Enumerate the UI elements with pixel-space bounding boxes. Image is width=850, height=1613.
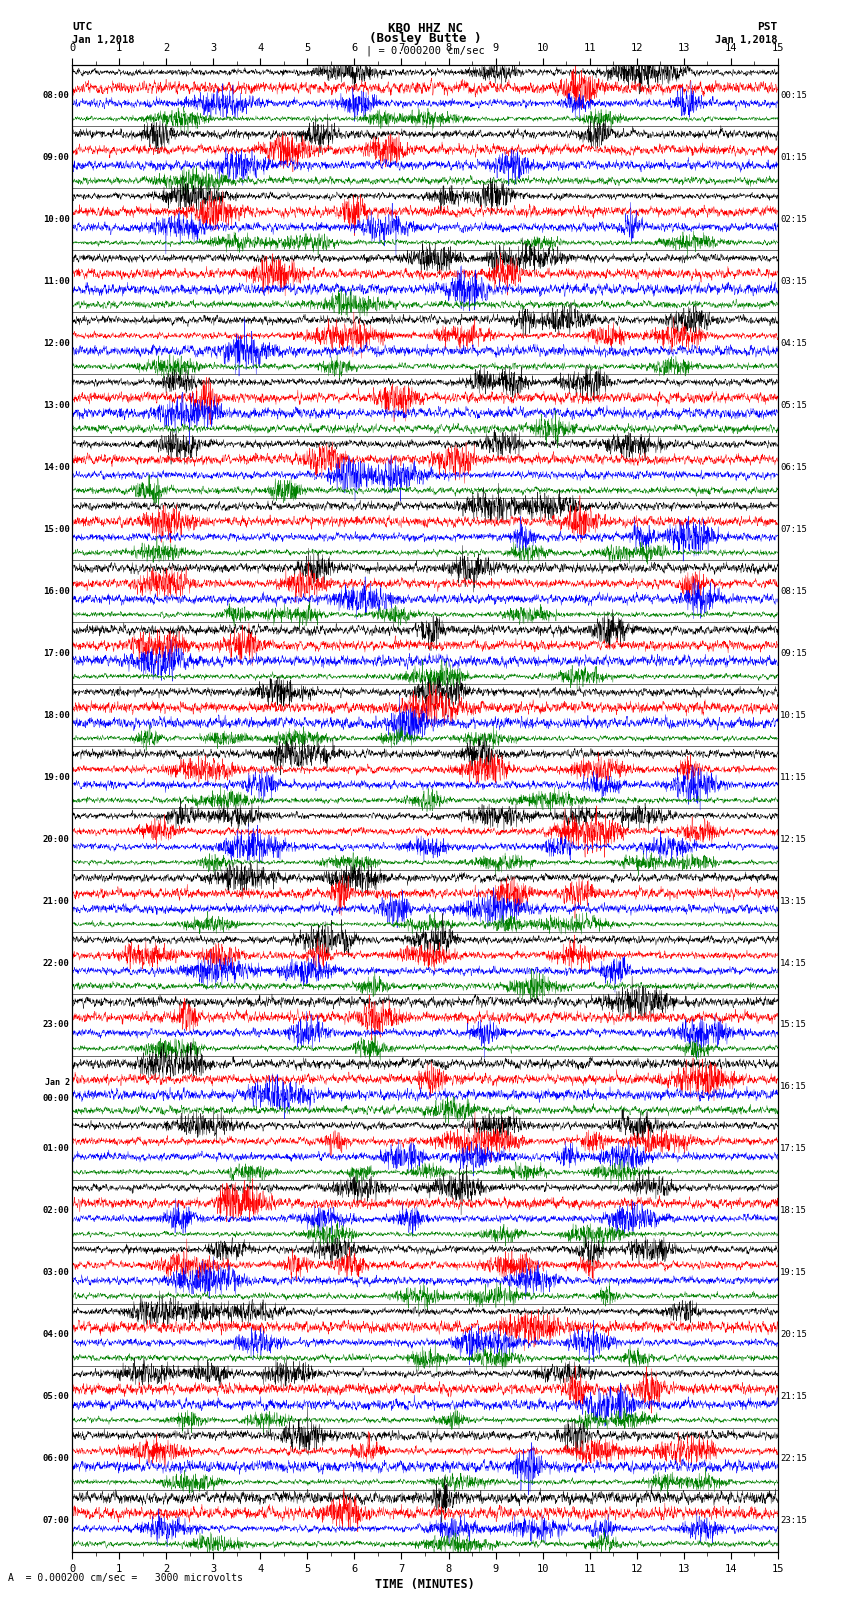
Text: 11:15: 11:15 bbox=[780, 773, 808, 782]
Text: 02:15: 02:15 bbox=[780, 215, 808, 224]
Text: Jan 1,2018: Jan 1,2018 bbox=[72, 35, 135, 45]
Text: 09:15: 09:15 bbox=[780, 648, 808, 658]
Text: 00:15: 00:15 bbox=[780, 90, 808, 100]
Text: 05:00: 05:00 bbox=[42, 1392, 70, 1402]
X-axis label: TIME (MINUTES): TIME (MINUTES) bbox=[375, 1578, 475, 1590]
Text: 08:15: 08:15 bbox=[780, 587, 808, 595]
Text: KBO HHZ NC: KBO HHZ NC bbox=[388, 23, 462, 35]
Text: Jan 2: Jan 2 bbox=[45, 1077, 70, 1087]
Text: 11:00: 11:00 bbox=[42, 277, 70, 286]
Text: Jan 1,2018: Jan 1,2018 bbox=[715, 35, 778, 45]
Text: 08:00: 08:00 bbox=[42, 90, 70, 100]
Text: 15:00: 15:00 bbox=[42, 524, 70, 534]
Text: 05:15: 05:15 bbox=[780, 402, 808, 410]
Text: 14:15: 14:15 bbox=[780, 958, 808, 968]
Text: 13:15: 13:15 bbox=[780, 897, 808, 905]
Text: 16:15: 16:15 bbox=[780, 1082, 808, 1092]
Text: 14:00: 14:00 bbox=[42, 463, 70, 471]
Text: 07:00: 07:00 bbox=[42, 1516, 70, 1526]
Text: 03:00: 03:00 bbox=[42, 1268, 70, 1277]
Text: 01:00: 01:00 bbox=[42, 1145, 70, 1153]
Text: UTC: UTC bbox=[72, 23, 93, 32]
Text: 04:00: 04:00 bbox=[42, 1331, 70, 1339]
Text: 15:15: 15:15 bbox=[780, 1021, 808, 1029]
Text: 09:00: 09:00 bbox=[42, 153, 70, 161]
Text: 03:15: 03:15 bbox=[780, 277, 808, 286]
Text: 13:00: 13:00 bbox=[42, 402, 70, 410]
Text: 19:15: 19:15 bbox=[780, 1268, 808, 1277]
Text: 00:00: 00:00 bbox=[42, 1094, 70, 1103]
Text: 07:15: 07:15 bbox=[780, 524, 808, 534]
Text: | = 0.000200 cm/sec: | = 0.000200 cm/sec bbox=[366, 45, 484, 56]
Text: 18:15: 18:15 bbox=[780, 1207, 808, 1215]
Text: 17:00: 17:00 bbox=[42, 648, 70, 658]
Text: 01:15: 01:15 bbox=[780, 153, 808, 161]
Text: 10:15: 10:15 bbox=[780, 711, 808, 719]
Text: 17:15: 17:15 bbox=[780, 1145, 808, 1153]
Text: 20:15: 20:15 bbox=[780, 1331, 808, 1339]
Text: 21:00: 21:00 bbox=[42, 897, 70, 905]
Text: 02:00: 02:00 bbox=[42, 1207, 70, 1215]
Text: A  = 0.000200 cm/sec =   3000 microvolts: A = 0.000200 cm/sec = 3000 microvolts bbox=[8, 1573, 243, 1582]
Text: 10:00: 10:00 bbox=[42, 215, 70, 224]
Text: PST: PST bbox=[757, 23, 778, 32]
Text: 16:00: 16:00 bbox=[42, 587, 70, 595]
Text: 12:15: 12:15 bbox=[780, 834, 808, 844]
Text: 04:15: 04:15 bbox=[780, 339, 808, 348]
Text: 22:00: 22:00 bbox=[42, 958, 70, 968]
Text: 21:15: 21:15 bbox=[780, 1392, 808, 1402]
Text: 12:00: 12:00 bbox=[42, 339, 70, 348]
Text: 23:00: 23:00 bbox=[42, 1021, 70, 1029]
Text: 06:15: 06:15 bbox=[780, 463, 808, 471]
Text: 06:00: 06:00 bbox=[42, 1455, 70, 1463]
Text: 19:00: 19:00 bbox=[42, 773, 70, 782]
Text: 23:15: 23:15 bbox=[780, 1516, 808, 1526]
Text: (Bosley Butte ): (Bosley Butte ) bbox=[369, 32, 481, 45]
Text: 18:00: 18:00 bbox=[42, 711, 70, 719]
Text: 22:15: 22:15 bbox=[780, 1455, 808, 1463]
Text: 20:00: 20:00 bbox=[42, 834, 70, 844]
